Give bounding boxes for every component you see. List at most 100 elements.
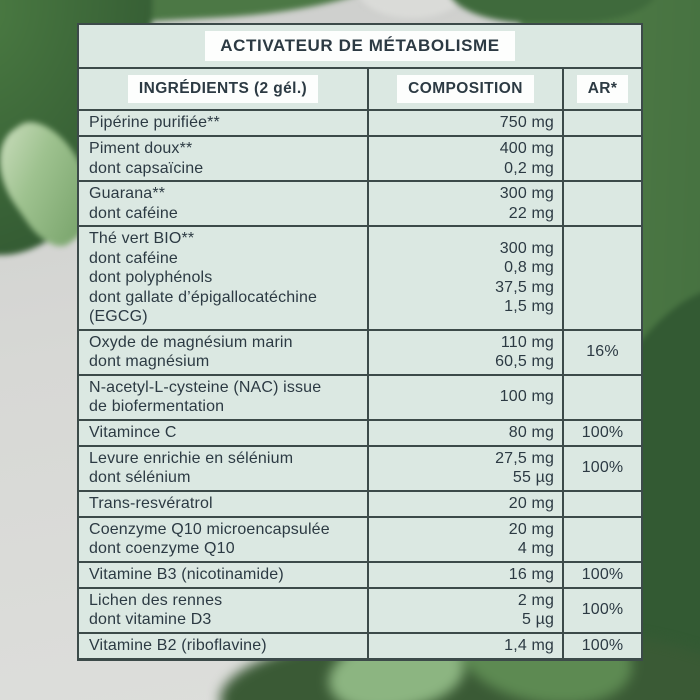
ar-value: 100% [562, 562, 641, 587]
ingredient-name-line: Lichen des rennes [89, 591, 223, 609]
ingredient-name-line: Guarana** [89, 185, 166, 202]
composition-values: 100 mg [367, 375, 562, 419]
composition-value: 0,2 mg [504, 159, 554, 177]
table-row: Oxyde de magnésium marin dont magnésium 11… [79, 328, 641, 374]
ingredient-name-line: (EGCG) [89, 308, 148, 325]
ar-value [562, 137, 641, 180]
composition-values: 750 mg [367, 111, 562, 135]
header-composition-label: COMPOSITION [397, 75, 534, 103]
composition-value: 37,5 mg [495, 278, 554, 296]
composition-value: 0,8 mg [504, 259, 554, 277]
header-ar-label: AR* [576, 75, 629, 103]
ingredient-name: Coenzyme Q10 microencapsulée dont coenzym… [79, 518, 367, 561]
ingredient-name-line: Vitamine B3 (nicotinamide) [89, 565, 284, 583]
ingredient-name-line: de biofermentation [89, 398, 225, 415]
table-row: Lichen des rennes dont vitamine D3 2 mg 5 µ… [79, 586, 641, 632]
table-title: ACTIVATEUR DE MÉTABOLISME [205, 31, 515, 61]
table-row: Pipérine purifiée** 750 mg [79, 109, 641, 135]
composition-value: 20 mg [508, 494, 554, 512]
ingredient-name-line: dont capsaïcine [89, 159, 204, 177]
table-title-row: ACTIVATEUR DE MÉTABOLISME [79, 25, 641, 67]
table-row: Guarana** dont caféine 300 mg 22 mg [79, 180, 641, 225]
composition-value: 300 mg [499, 185, 554, 202]
composition-value: 1,4 mg [504, 636, 554, 654]
composition-value: 100 mg [499, 388, 554, 406]
leaf-top-right [448, 0, 658, 23]
composition-value: 22 mg [508, 204, 554, 222]
composition-value: 55 µg [512, 469, 554, 486]
composition-values: 110 mg 60,5 mg [367, 330, 562, 374]
ingredient-name: Lichen des rennes dont vitamine D3 [79, 589, 367, 632]
ingredient-name: N-acetyl-L-cysteine (NAC) issue de biofer… [79, 376, 367, 419]
composition-value: 400 mg [499, 140, 554, 157]
composition-value: 16 mg [508, 565, 554, 583]
composition-value: 750 mg [499, 114, 554, 132]
background-gray-gap [358, 0, 466, 18]
ingredient-name: Oxyde de magnésium marin dont magnésium [79, 331, 367, 374]
composition-values: 20 mg 4 mg [367, 517, 562, 561]
ingredient-name-line: Oxyde de magnésium marin [89, 333, 293, 351]
ingredient-name: Pipérine purifiée** [79, 111, 367, 135]
ingredient-name-line: Vitamine B2 (riboflavine) [89, 636, 267, 654]
ingredient-name: Vitamine B2 (riboflavine) [79, 634, 367, 658]
ingredient-name-line: Thé vert BIO** [89, 230, 195, 247]
table-row: Trans-resvératrol 20 mg [79, 489, 641, 516]
header-composition: COMPOSITION [367, 69, 562, 109]
ingredient-name-line: dont gallate d’épigallocatéchine [89, 288, 318, 306]
ingredient-name: Vitamine B3 (nicotinamide) [79, 563, 367, 587]
ar-value: 100% [562, 446, 641, 490]
composition-values: 300 mg 22 mg [367, 182, 562, 225]
ar-value [562, 182, 641, 225]
composition-value: 4 mg [517, 540, 554, 557]
composition-value: 20 mg [508, 520, 554, 538]
ingredient-name-line: Pipérine purifiée** [89, 114, 220, 132]
composition-value: 300 mg [499, 239, 554, 257]
nutrition-table: ACTIVATEUR DE MÉTABOLISME INGRÉDIENTS (2… [77, 23, 643, 661]
ingredient-name-line: dont coenzyme Q10 [89, 540, 235, 557]
table-header-row: INGRÉDIENTS (2 gél.) COMPOSITION AR* [79, 67, 641, 109]
ingredient-name-line: Trans-resvératrol [89, 494, 213, 512]
ar-value [562, 375, 641, 419]
composition-value: 1,5 mg [504, 298, 554, 316]
composition-value: 27,5 mg [495, 449, 554, 467]
composition-values: 400 mg 0,2 mg [367, 137, 562, 180]
composition-value: 2 mg [517, 591, 554, 609]
composition-value: 5 µg [521, 611, 554, 628]
header-ingredients-label: INGRÉDIENTS (2 gél.) [127, 75, 319, 103]
ingredient-name-line: dont polyphénols [89, 269, 213, 286]
table-row: Coenzyme Q10 microencapsulée dont coenzym… [79, 515, 641, 561]
composition-value: 110 mg [500, 333, 554, 351]
ingredient-name-line: dont caféine [89, 204, 178, 222]
ingredient-name-line: dont caféine [89, 249, 178, 267]
ingredient-name-line: Levure enrichie en sélénium [89, 449, 294, 467]
composition-value: 60,5 mg [495, 353, 554, 370]
table-row: Piment doux** dont capsaïcine 400 mg 0,2 mg [79, 135, 641, 180]
composition-values: 300 mg 0,8 mg 37,5 mg 1,5 mg [367, 227, 562, 329]
table-rows: Pipérine purifiée** 750 mg Piment doux** do… [79, 109, 641, 658]
ar-value [562, 491, 641, 516]
ar-value: 100% [562, 633, 641, 658]
table-row: Vitamine B2 (riboflavine) 1,4 mg 100% [79, 631, 641, 658]
composition-values: 27,5 mg 55 µg [367, 446, 562, 490]
ingredient-name-line: Piment doux** [89, 140, 193, 157]
table-row: Vitamince C 80 mg 100% [79, 418, 641, 445]
ingredient-name: Trans-resvératrol [79, 492, 367, 516]
ar-value: 100% [562, 420, 641, 445]
ar-value [562, 111, 641, 135]
ar-value: 16% [562, 330, 641, 374]
composition-values: 80 mg [367, 420, 562, 445]
table-row: N-acetyl-L-cysteine (NAC) issue de biofer… [79, 373, 641, 419]
table-row: Vitamine B3 (nicotinamide) 16 mg 100% [79, 560, 641, 587]
ingredient-name-line: dont sélénium [89, 469, 191, 486]
composition-values: 2 mg 5 µg [367, 588, 562, 632]
composition-values: 1,4 mg [367, 633, 562, 658]
ingredient-name: Guarana** dont caféine [79, 182, 367, 225]
ingredient-name: Vitamince C [79, 421, 367, 445]
ingredient-name-line: Vitamince C [89, 423, 177, 441]
ar-value: 100% [562, 588, 641, 632]
header-ingredients: INGRÉDIENTS (2 gél.) [79, 69, 367, 109]
ingredient-name-line: dont vitamine D3 [89, 611, 212, 628]
ar-value [562, 227, 641, 329]
